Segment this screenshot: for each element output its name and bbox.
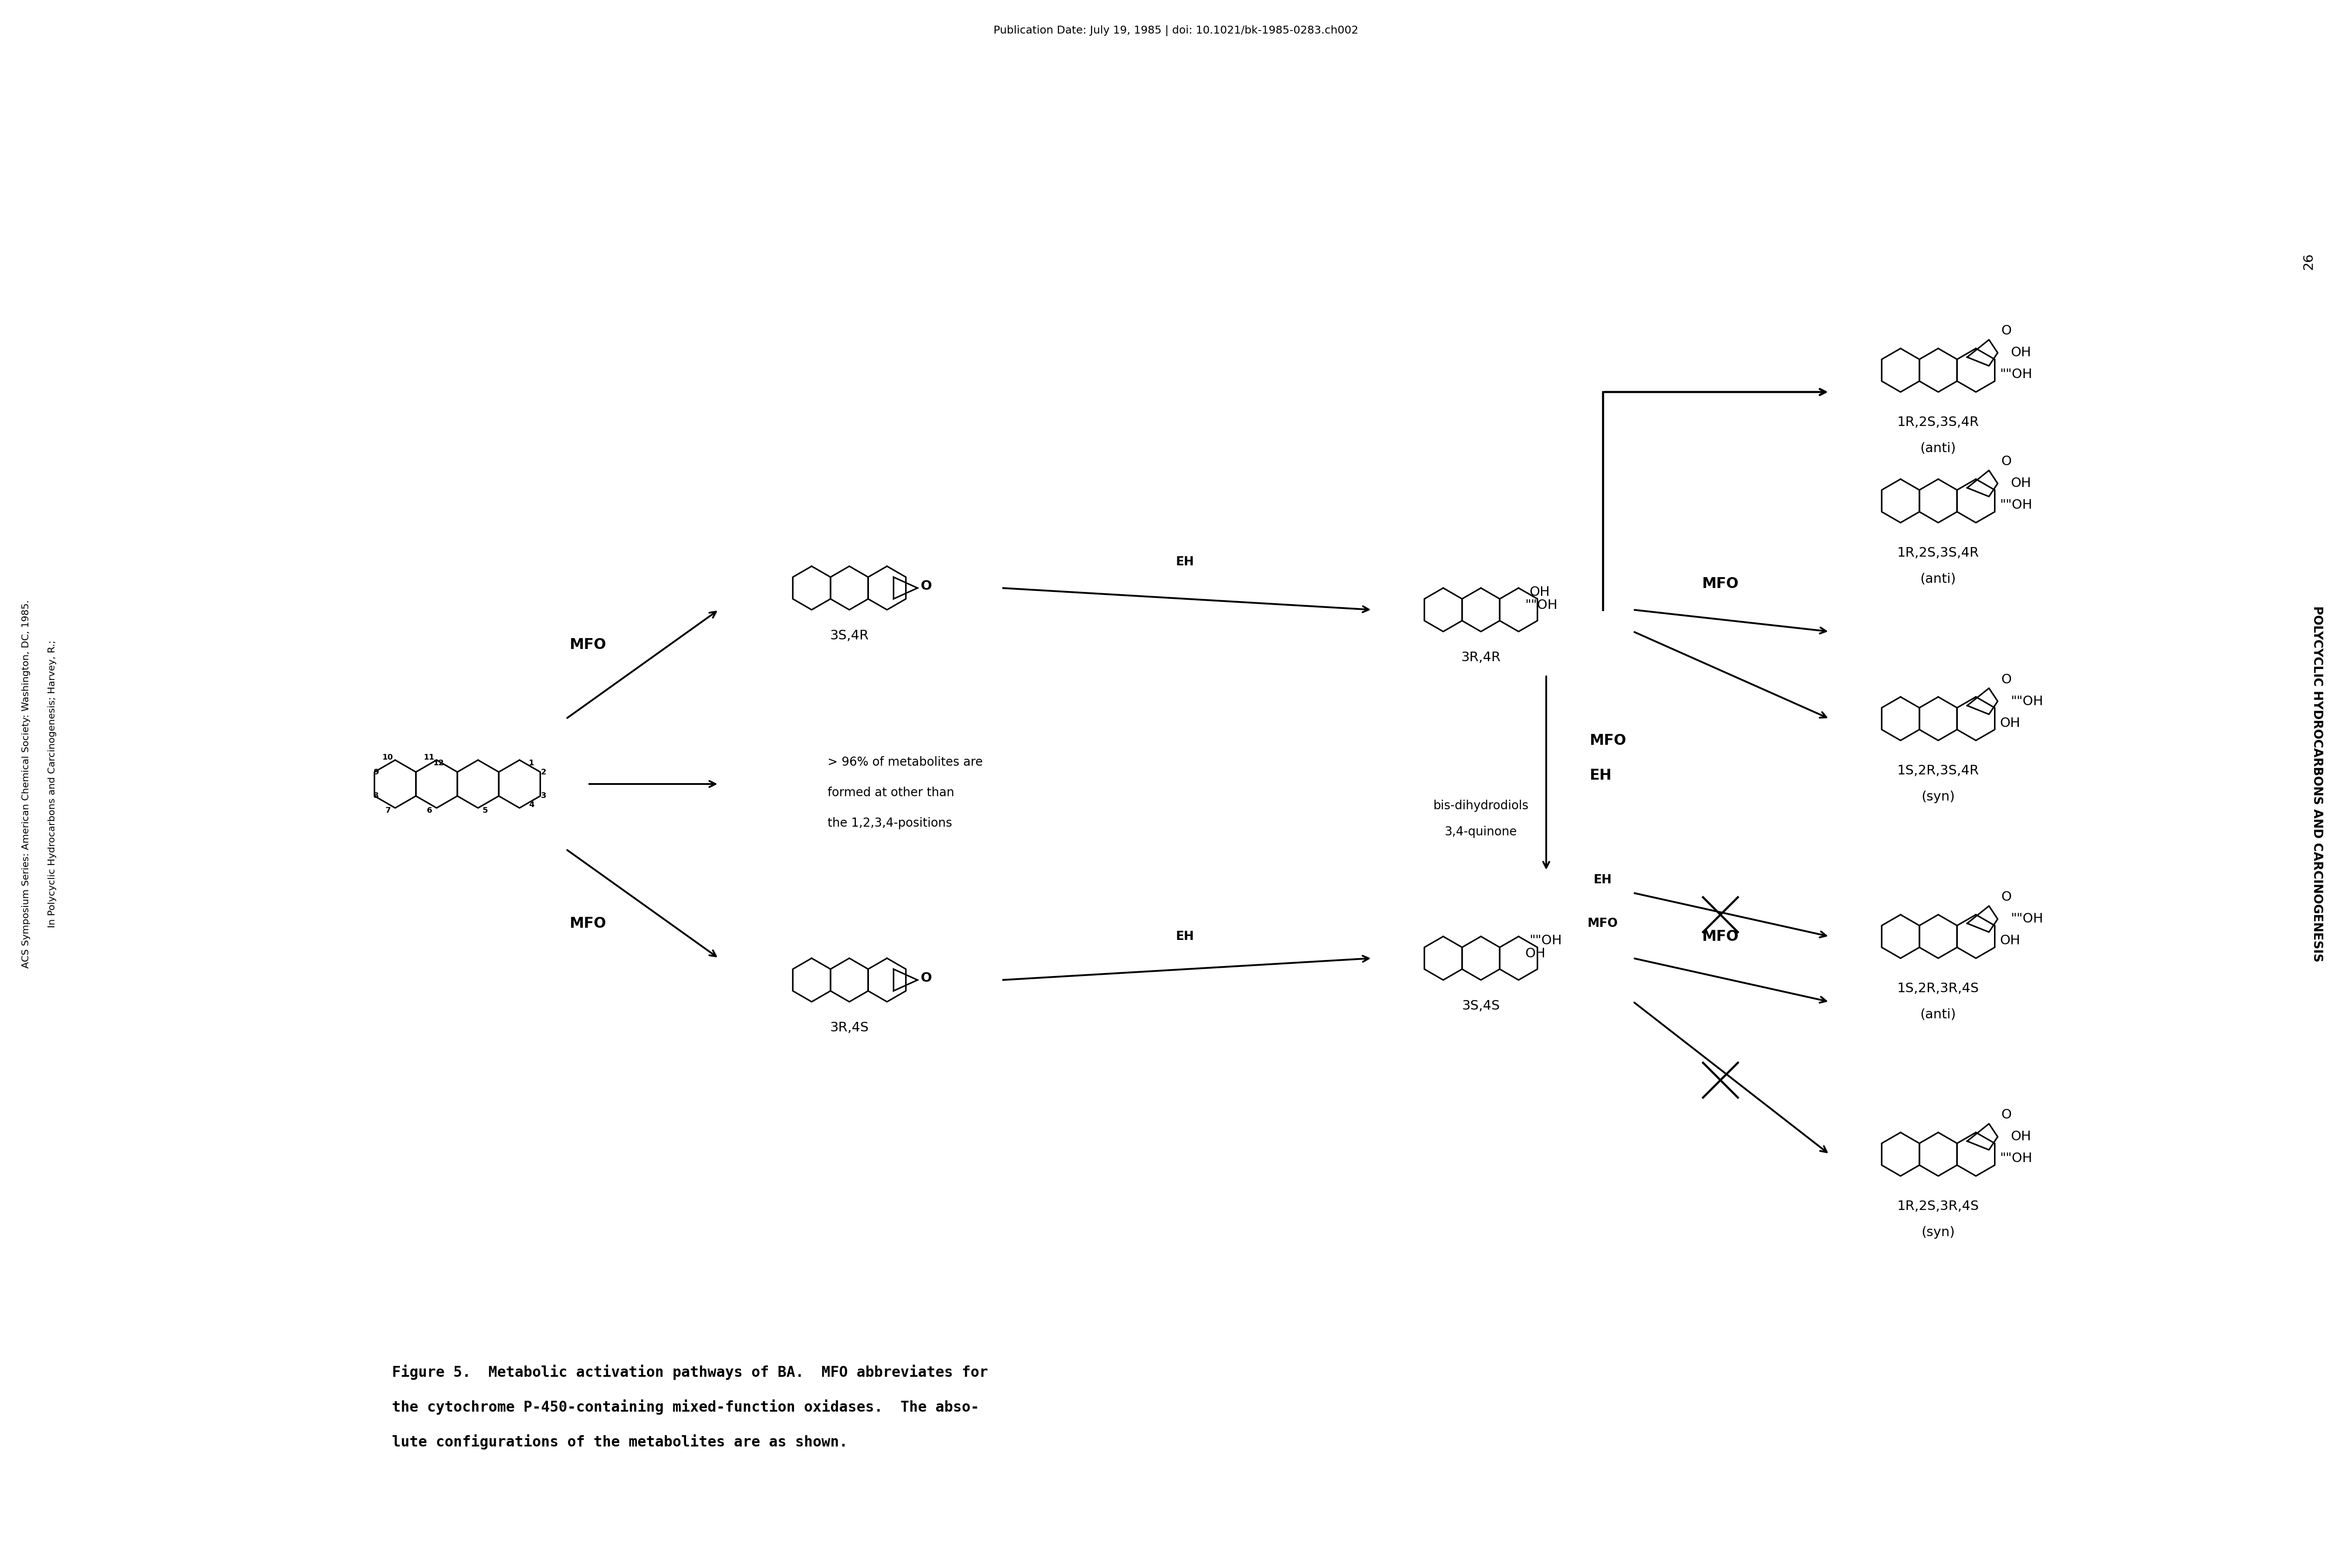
Text: 9: 9 (374, 768, 379, 776)
Text: ""OH: ""OH (1999, 499, 2032, 511)
Text: O: O (2002, 1109, 2011, 1121)
Text: EH: EH (1176, 930, 1195, 942)
Text: (syn): (syn) (1922, 790, 1955, 803)
Text: 4: 4 (529, 801, 534, 809)
Text: 3S,4R: 3S,4R (830, 630, 868, 643)
Text: 3R,4R: 3R,4R (1461, 651, 1501, 663)
Text: OH: OH (2011, 1131, 2032, 1143)
Text: 3,4-quinone: 3,4-quinone (1444, 826, 1517, 837)
Text: OH: OH (1999, 935, 2020, 947)
Text: 12: 12 (433, 759, 445, 767)
Text: 7: 7 (386, 806, 390, 814)
Text: POLYCYCLIC HYDROCARBONS AND CARCINOGENESIS: POLYCYCLIC HYDROCARBONS AND CARCINOGENES… (2312, 605, 2324, 963)
Text: O: O (2002, 673, 2011, 685)
Text: O: O (2002, 455, 2011, 467)
Text: O: O (920, 580, 931, 593)
Text: bis-dihydrodiols: bis-dihydrodiols (1432, 800, 1529, 812)
Text: the cytochrome P-450-containing mixed-function oxidases.  The abso-: the cytochrome P-450-containing mixed-fu… (393, 1399, 978, 1414)
Text: formed at other than: formed at other than (828, 787, 955, 798)
Text: ""OH: ""OH (1999, 1152, 2032, 1165)
Text: > 96% of metabolites are: > 96% of metabolites are (828, 756, 983, 768)
Text: O: O (920, 972, 931, 985)
Text: 10: 10 (383, 754, 393, 762)
Text: In Polycyclic Hydrocarbons and Carcinogenesis; Harvey, R.;: In Polycyclic Hydrocarbons and Carcinoge… (47, 640, 56, 928)
Text: 11: 11 (423, 754, 435, 762)
Text: 5: 5 (482, 806, 487, 814)
Text: O: O (2002, 325, 2011, 337)
Text: (anti): (anti) (1919, 572, 1957, 585)
Text: MFO: MFO (1703, 930, 1738, 944)
Text: OH: OH (2011, 347, 2032, 359)
Text: ""OH: ""OH (2011, 695, 2044, 707)
Text: MFO: MFO (1590, 734, 1628, 748)
Text: Publication Date: July 19, 1985 | doi: 10.1021/bk-1985-0283.ch002: Publication Date: July 19, 1985 | doi: 1… (993, 25, 1359, 36)
Text: 3S,4S: 3S,4S (1463, 1000, 1501, 1013)
Text: ""OH: ""OH (1529, 935, 1562, 947)
Text: 1R,2S,3S,4R: 1R,2S,3S,4R (1898, 547, 1978, 560)
Text: MFO: MFO (1588, 917, 1618, 930)
Text: 6: 6 (426, 806, 433, 814)
Text: OH: OH (2011, 477, 2032, 489)
Text: 1R,2S,3S,4R: 1R,2S,3S,4R (1898, 416, 1978, 428)
Text: EH: EH (1176, 555, 1195, 568)
Text: OH: OH (1529, 586, 1550, 599)
Text: 1R,2S,3R,4S: 1R,2S,3R,4S (1898, 1200, 1978, 1212)
Text: EH: EH (1590, 768, 1611, 782)
Text: MFO: MFO (1703, 577, 1738, 591)
Text: OH: OH (1999, 717, 2020, 729)
Text: (syn): (syn) (1922, 1226, 1955, 1239)
Text: (anti): (anti) (1919, 442, 1957, 455)
Text: O: O (2002, 891, 2011, 903)
Text: 3R,4S: 3R,4S (830, 1022, 868, 1035)
Text: OH: OH (1524, 947, 1545, 960)
Text: ""OH: ""OH (2011, 913, 2044, 925)
Text: (anti): (anti) (1919, 1008, 1957, 1021)
Text: lute configurations of the metabolites are as shown.: lute configurations of the metabolites a… (393, 1435, 847, 1449)
Text: 3: 3 (541, 792, 546, 800)
Text: 26: 26 (2303, 252, 2314, 270)
Text: 1: 1 (529, 759, 534, 767)
Text: 8: 8 (374, 792, 379, 800)
Text: MFO: MFO (569, 916, 607, 930)
Text: ""OH: ""OH (1999, 368, 2032, 381)
Text: 1S,2R,3S,4R: 1S,2R,3S,4R (1898, 765, 1978, 778)
Text: Figure 5.  Metabolic activation pathways of BA.  MFO abbreviates for: Figure 5. Metabolic activation pathways … (393, 1364, 988, 1380)
Text: 1S,2R,3R,4S: 1S,2R,3R,4S (1898, 983, 1978, 996)
Text: 2: 2 (541, 768, 546, 776)
Text: ACS Symposium Series: American Chemical Society: Washington, DC, 1985.: ACS Symposium Series: American Chemical … (21, 601, 31, 967)
Text: MFO: MFO (569, 638, 607, 652)
Text: EH: EH (1595, 873, 1611, 886)
Text: the 1,2,3,4-positions: the 1,2,3,4-positions (828, 817, 953, 829)
Text: ""OH: ""OH (1524, 599, 1557, 612)
